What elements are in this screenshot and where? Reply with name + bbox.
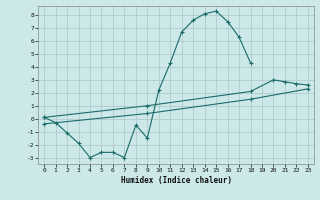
X-axis label: Humidex (Indice chaleur): Humidex (Indice chaleur) [121,176,231,185]
